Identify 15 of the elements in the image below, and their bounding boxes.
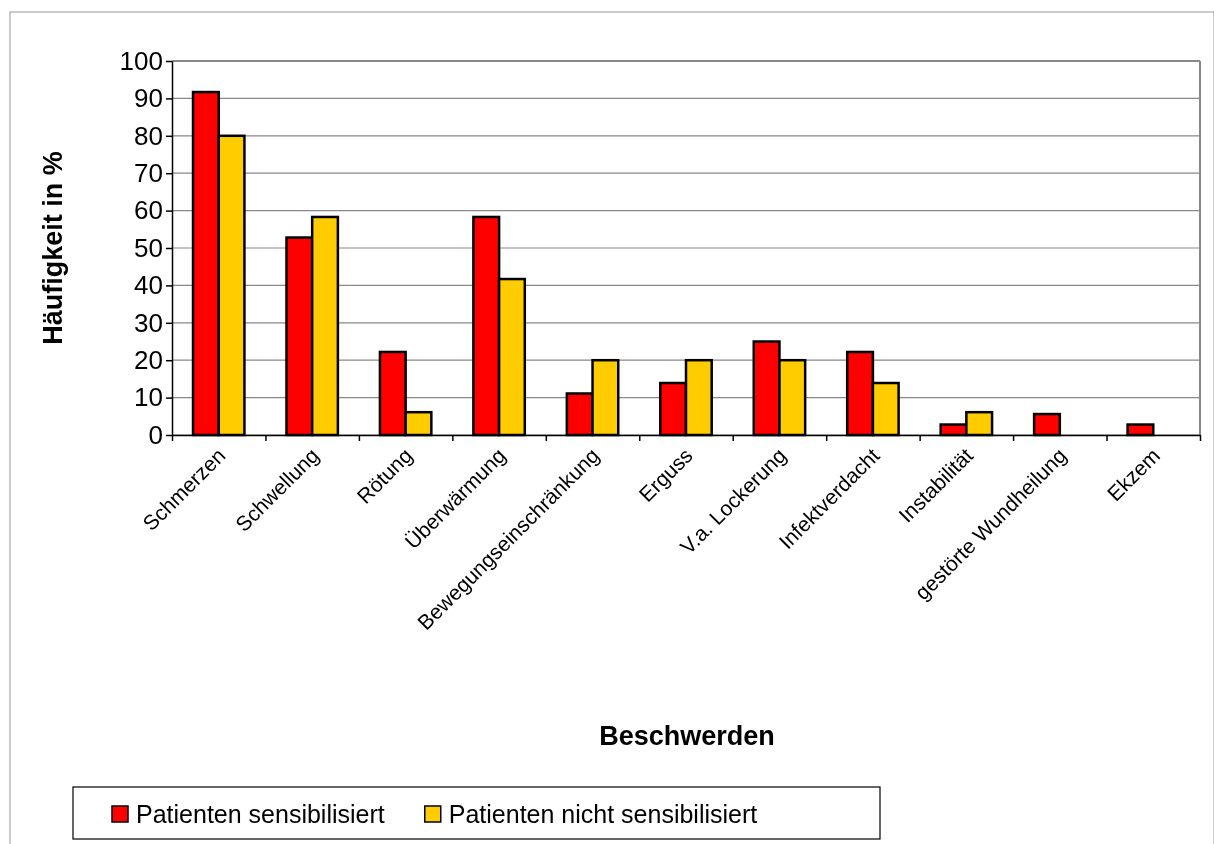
y-tick-label: 50 <box>134 232 163 263</box>
y-tick-label: 100 <box>119 45 163 76</box>
legend-label: Patienten sensibilisiert <box>136 800 385 828</box>
legend-label: Patienten nicht sensibilisiert <box>448 800 758 828</box>
y-tick-label: 60 <box>134 195 163 226</box>
y-tick-label: 90 <box>134 83 163 114</box>
y-tick-label: 30 <box>134 307 163 338</box>
y-tick-label: 0 <box>148 419 163 450</box>
y-tick-label: 70 <box>134 158 163 189</box>
y-tick-label: 10 <box>134 382 163 413</box>
y-tick-label: 80 <box>134 120 163 151</box>
y-axis-title: Häufigkeit in % <box>38 151 68 345</box>
x-axis-title: Beschwerden <box>599 721 775 751</box>
y-tick-label: 20 <box>134 345 163 376</box>
y-tick-label: 40 <box>134 270 163 301</box>
